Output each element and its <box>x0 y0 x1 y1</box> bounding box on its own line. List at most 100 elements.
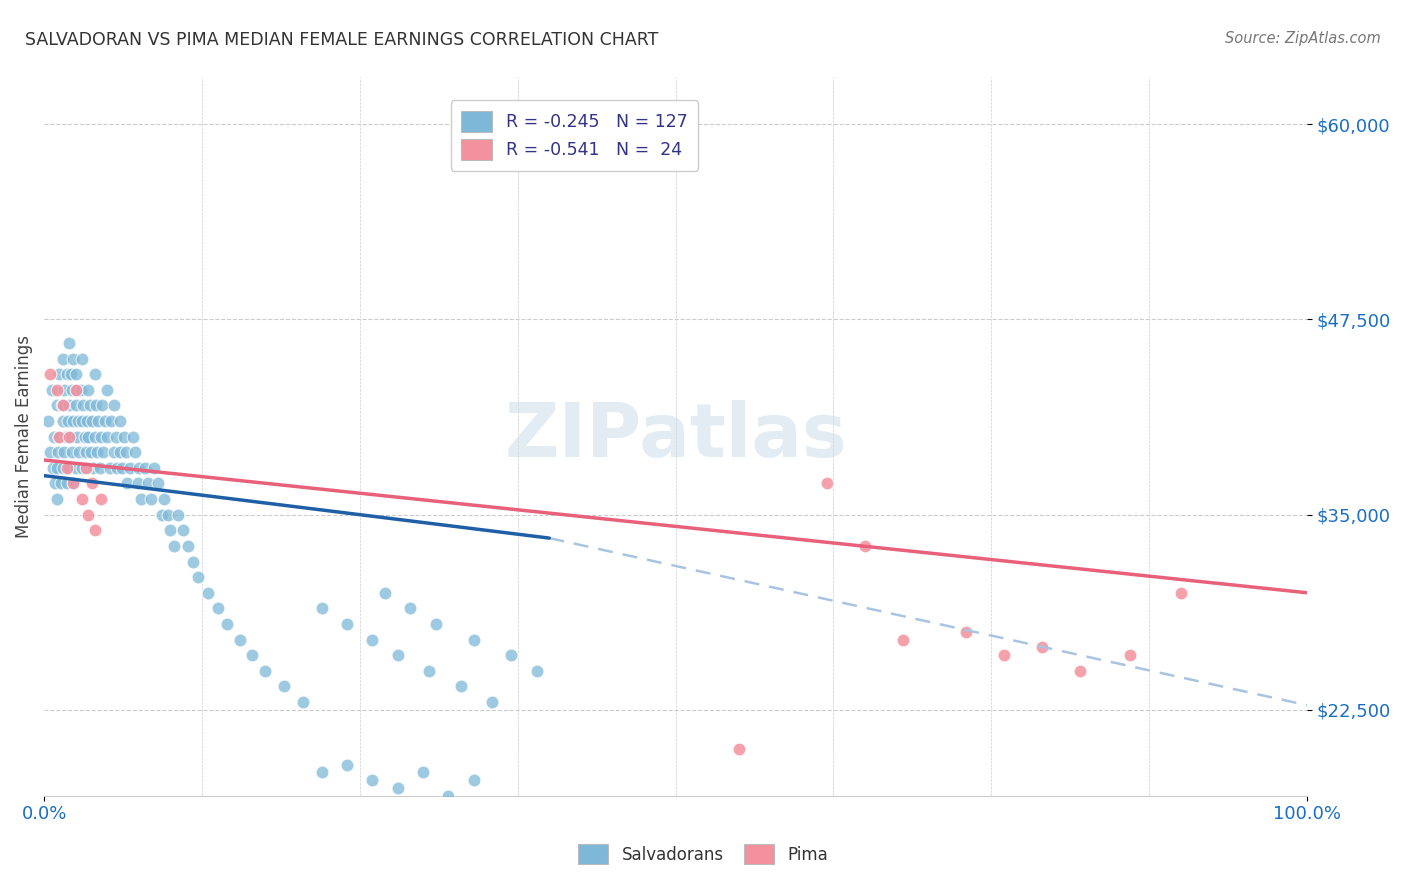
Point <box>48 429 70 443</box>
Point <box>361 773 384 788</box>
Point <box>111 460 134 475</box>
Point <box>90 429 112 443</box>
Point <box>75 445 97 459</box>
Point <box>105 460 128 475</box>
Point <box>63 476 86 491</box>
Point <box>399 601 422 615</box>
Point <box>70 414 93 428</box>
Point <box>83 367 105 381</box>
Point <box>82 476 104 491</box>
Point <box>217 617 239 632</box>
Point <box>56 367 79 381</box>
Point <box>273 680 295 694</box>
Point <box>82 460 104 475</box>
Point <box>76 414 98 428</box>
Point <box>53 445 76 459</box>
Point <box>167 508 190 522</box>
Point <box>96 429 118 443</box>
Point <box>67 414 90 428</box>
Point <box>56 476 79 491</box>
Point <box>150 508 173 522</box>
Point <box>105 429 128 443</box>
Point <box>93 445 115 459</box>
Point <box>163 539 186 553</box>
Point <box>853 539 876 553</box>
Point <box>100 414 122 428</box>
Point <box>59 429 82 443</box>
Point <box>118 460 141 475</box>
Point <box>727 742 749 756</box>
Point <box>49 476 72 491</box>
Point <box>254 664 277 678</box>
Point <box>83 429 105 443</box>
Point <box>48 429 70 443</box>
Point <box>1069 664 1091 678</box>
Point <box>311 765 333 780</box>
Point <box>70 491 93 506</box>
Point <box>79 398 101 412</box>
Point <box>90 491 112 506</box>
Point <box>42 460 65 475</box>
Point <box>56 414 79 428</box>
Point <box>84 398 107 412</box>
Point <box>108 445 131 459</box>
Point <box>45 491 67 506</box>
Point <box>955 624 977 639</box>
Point <box>77 508 100 522</box>
Point <box>141 491 163 506</box>
Point <box>58 335 80 350</box>
Point <box>62 351 84 366</box>
Point <box>146 476 169 491</box>
Point <box>103 398 125 412</box>
Point <box>172 523 194 537</box>
Point <box>60 445 83 459</box>
Point <box>39 445 62 459</box>
Point <box>45 383 67 397</box>
Point <box>197 586 219 600</box>
Point <box>58 460 80 475</box>
Point <box>87 414 110 428</box>
Point <box>526 664 548 678</box>
Point <box>75 460 97 475</box>
Point <box>336 617 359 632</box>
Point <box>53 383 76 397</box>
Point <box>463 632 485 647</box>
Point <box>77 429 100 443</box>
Point <box>311 601 333 615</box>
Point <box>52 414 75 428</box>
Point <box>1031 640 1053 655</box>
Point <box>56 460 79 475</box>
Point <box>127 476 149 491</box>
Point <box>121 429 143 443</box>
Point <box>124 445 146 459</box>
Point <box>207 601 229 615</box>
Point <box>374 586 396 600</box>
Point <box>44 429 66 443</box>
Point <box>993 648 1015 663</box>
Point <box>463 773 485 788</box>
Point <box>93 414 115 428</box>
Point <box>143 460 166 475</box>
Point <box>82 414 104 428</box>
Point <box>336 757 359 772</box>
Point <box>450 680 472 694</box>
Point <box>134 460 156 475</box>
Point <box>418 664 440 678</box>
Point <box>65 460 87 475</box>
Point <box>131 491 153 506</box>
Point <box>153 491 176 506</box>
Point <box>98 460 121 475</box>
Point <box>242 648 264 663</box>
Point <box>115 445 138 459</box>
Point <box>70 460 93 475</box>
Point <box>66 429 89 443</box>
Point <box>128 460 150 475</box>
Text: SALVADORAN VS PIMA MEDIAN FEMALE EARNINGS CORRELATION CHART: SALVADORAN VS PIMA MEDIAN FEMALE EARNING… <box>25 31 658 49</box>
Text: ZIPatlas: ZIPatlas <box>505 401 846 473</box>
Point <box>361 632 384 647</box>
Point <box>59 367 82 381</box>
Point <box>103 445 125 459</box>
Point <box>66 383 89 397</box>
Point <box>91 398 114 412</box>
Point <box>65 398 87 412</box>
